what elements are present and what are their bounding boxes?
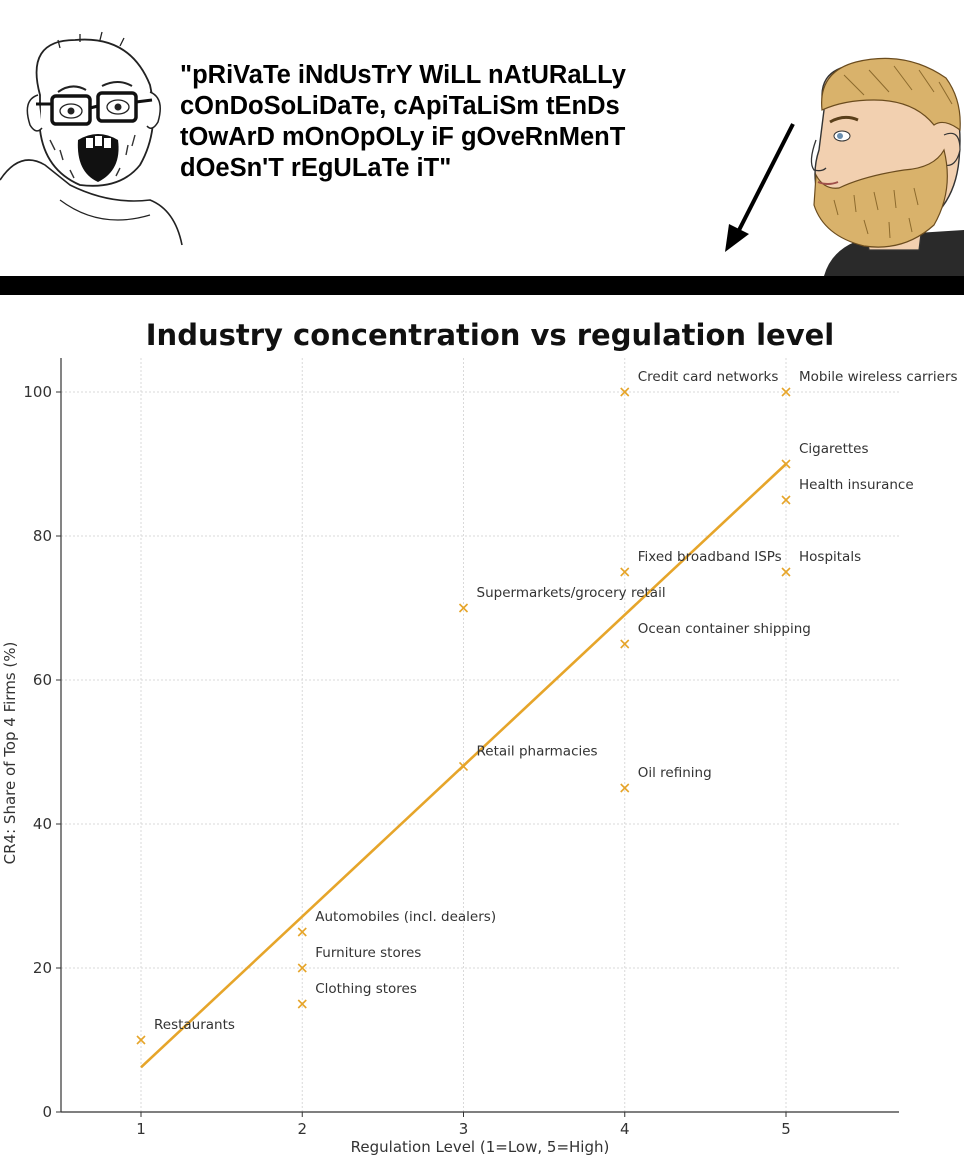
caption-line: dOeSn'T rEgULaTe iT" [180,154,452,182]
y-tick-label: 100 [23,383,52,401]
caption-line: "pRiVaTe iNdUsTrY WiLL nAtURaLLy [180,61,626,89]
data-point-label: Oil refining [638,765,712,781]
y-tick-label: 20 [33,959,52,977]
data-point-label: Hospitals [799,549,861,565]
bearded-chad-icon [810,57,964,276]
data-point-label: Clothing stores [315,981,417,997]
data-point-marker [458,761,469,771]
data-point-marker [781,387,791,397]
x-axis-label: Regulation Level (1=Low, 5=High) [351,1138,610,1156]
data-point-label: Credit card networks [638,369,779,385]
data-point-marker [297,927,307,937]
data-point-label: Furniture stores [315,945,421,961]
data-point-label: Automobiles (incl. dealers) [315,909,496,925]
x-tick-label: 4 [620,1120,630,1138]
meme-header: "pRiVaTe iNdUsTrY WiLL nAtURaLLy cOnDoSo… [0,0,964,296]
data-point-marker [781,495,791,505]
axes-layer: 1 2 3 4 5 0 20 40 60 80 100 [23,358,899,1138]
data-point-marker [781,567,791,577]
chart-area: Industry concentration vs regulation lev… [0,296,964,1160]
x-tick-label: 2 [297,1120,307,1138]
meme-caption: "pRiVaTe iNdUsTrY WiLL nAtURaLLy cOnDoSo… [180,60,740,184]
y-tick-label: 40 [33,815,52,833]
data-point-marker [136,1035,146,1045]
data-point-marker [297,999,307,1009]
divider-bar [0,276,964,295]
data-point-marker [620,639,630,649]
data-point-marker [297,963,307,973]
y-tick-label: 0 [42,1103,52,1121]
chart-title: Industry concentration vs regulation lev… [146,318,834,352]
y-tick-label: 60 [33,671,52,689]
y-axis-label: CR4: Share of Top 4 Firms (%) [1,642,19,865]
data-point-label: Ocean container shipping [638,621,811,637]
data-point-label: Restaurants [154,1017,235,1033]
data-point-marker [620,567,630,577]
x-tick-label: 1 [136,1120,146,1138]
points-layer [136,387,791,1045]
point-labels-layer: Restaurants Clothing stores Furniture stor… [154,369,958,1033]
data-point-marker [620,387,630,397]
x-tick-label: 3 [459,1120,469,1138]
caption-line: tOwArD mOnOpOLy iF gOveRnMenT [180,123,626,151]
data-point-label: Retail pharmacies [477,743,598,759]
arrow-down-left-icon [725,123,795,252]
data-point-label: Supermarkets/grocery retail [477,585,666,601]
x-tick-label: 5 [781,1120,791,1138]
caption-line: cOnDoSoLiDaTe, cApiTaLiSm tEnDs [180,92,620,120]
scatter-chart: Industry concentration vs regulation lev… [1,318,958,1156]
data-point-marker [620,783,630,793]
grid-layer [61,358,899,1113]
y-tick-label: 80 [33,527,52,545]
data-point-marker [781,459,791,469]
data-point-label: Cigarettes [799,441,869,457]
data-point-label: Fixed broadband ISPs [638,549,782,565]
crying-soyjak-icon [0,31,183,246]
data-point-label: Mobile wireless carriers [799,369,958,385]
data-point-marker [458,603,469,613]
data-point-label: Health insurance [799,477,914,493]
